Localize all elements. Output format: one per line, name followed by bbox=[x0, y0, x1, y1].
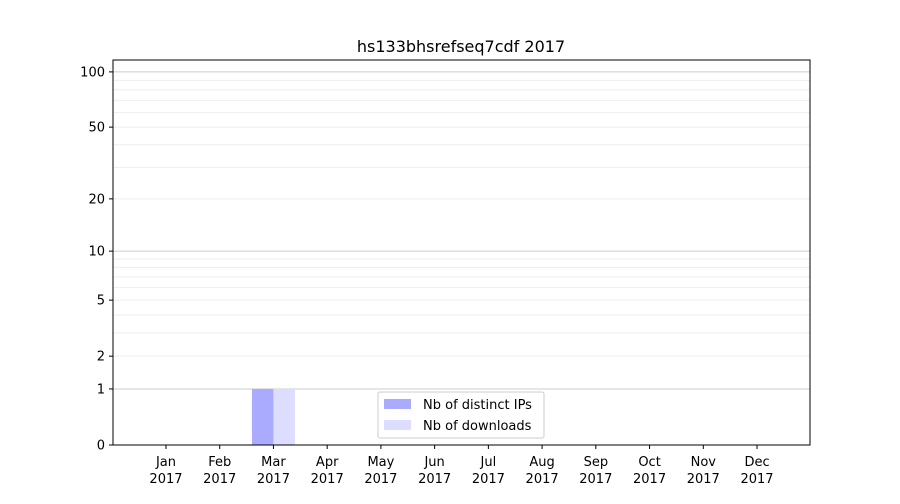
x-tick-label-year: 2017 bbox=[740, 472, 773, 487]
x-tick-label-year: 2017 bbox=[364, 472, 397, 487]
legend: Nb of distinct IPs Nb of downloads bbox=[377, 391, 545, 439]
x-tick-label: Nov bbox=[691, 455, 717, 470]
x-tick-label-year: 2017 bbox=[149, 472, 182, 487]
axes-frame bbox=[112, 59, 811, 446]
legend-swatch-downloads bbox=[384, 420, 411, 430]
x-tick-label-year: 2017 bbox=[472, 472, 505, 487]
legend-label-downloads: Nb of downloads bbox=[423, 419, 532, 434]
y-tick-label: 5 bbox=[97, 294, 105, 309]
legend-label-distinct-ips: Nb of distinct IPs bbox=[423, 398, 532, 413]
y-tick-label: 10 bbox=[88, 245, 105, 260]
x-tick-label: Dec bbox=[744, 455, 769, 470]
y-tick-label: 50 bbox=[88, 121, 105, 136]
x-tick-label: Jul bbox=[480, 455, 497, 470]
legend-swatch-distinct-ips bbox=[384, 399, 411, 409]
x-tick-label: Mar bbox=[261, 455, 286, 470]
x-tick-label: Sep bbox=[584, 455, 609, 470]
grid bbox=[113, 71, 810, 390]
x-tick-label: Feb bbox=[208, 455, 231, 470]
bar-downloads bbox=[273, 388, 295, 445]
y-tick-label: 100 bbox=[80, 65, 105, 80]
y-axis: 0 1 2 5 10 20 50 100 bbox=[80, 65, 113, 454]
chart-title: hs133bhsrefseq7cdf 2017 bbox=[357, 37, 565, 56]
y-tick-label: 20 bbox=[88, 192, 105, 207]
y-tick-label: 1 bbox=[97, 382, 105, 397]
x-tick-label-year: 2017 bbox=[203, 472, 236, 487]
x-axis: Jan 2017 Feb 2017 Mar 2017 Apr 2017 May 2017 Jun 20… bbox=[149, 445, 774, 487]
x-tick-label-year: 2017 bbox=[633, 472, 666, 487]
y-tick-label: 0 bbox=[97, 439, 105, 454]
bar-distinct-ips bbox=[251, 388, 274, 445]
y-tick-label: 2 bbox=[97, 350, 105, 365]
x-tick-label-year: 2017 bbox=[418, 472, 451, 487]
x-tick-label: Jan bbox=[155, 455, 176, 470]
x-tick-label-year: 2017 bbox=[526, 472, 559, 487]
x-tick-label-year: 2017 bbox=[579, 472, 612, 487]
bars bbox=[251, 388, 295, 445]
x-tick-label-year: 2017 bbox=[257, 472, 290, 487]
x-tick-label: Jun bbox=[423, 455, 444, 470]
legend-box bbox=[377, 391, 545, 439]
x-tick-label: May bbox=[367, 455, 394, 470]
x-tick-label: Aug bbox=[529, 455, 554, 470]
x-tick-label-year: 2017 bbox=[311, 472, 344, 487]
x-tick-label-year: 2017 bbox=[687, 472, 720, 487]
x-tick-label: Oct bbox=[638, 455, 660, 470]
x-tick-label: Apr bbox=[316, 455, 339, 470]
